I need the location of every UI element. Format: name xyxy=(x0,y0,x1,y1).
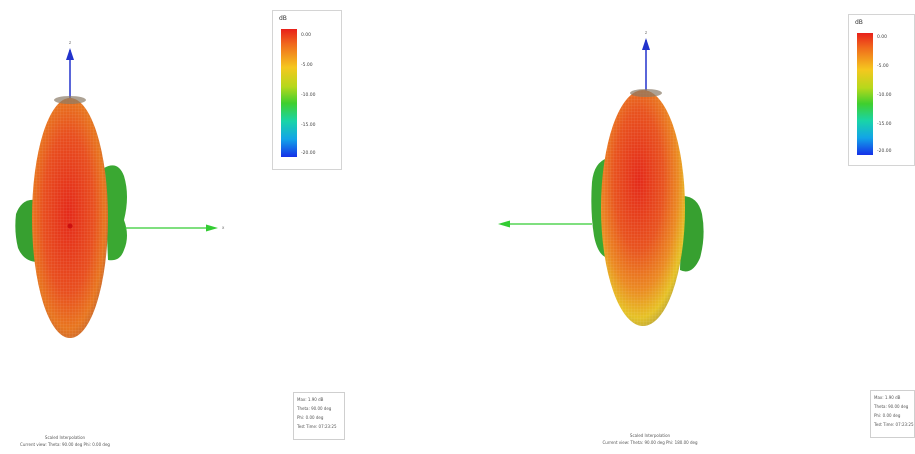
origin-marker xyxy=(67,223,73,229)
colorbar-tick: -5.00 xyxy=(301,63,313,68)
colorbar-tick: -15.00 xyxy=(877,122,892,127)
x-axis-arrowhead xyxy=(206,224,218,232)
back-lobe-right xyxy=(680,196,704,272)
info-theta: Theta: 90.00 deg xyxy=(297,406,332,411)
colorbar-tick: -20.00 xyxy=(301,151,316,156)
x-axis-label: x xyxy=(222,225,225,230)
info-test-time: Test Time: 07:23:25 xyxy=(297,424,337,429)
info-box: Max: 1.90 dB Theta: 90.00 deg Phi: 0.00 … xyxy=(293,392,345,440)
z-axis-label: z xyxy=(645,30,647,35)
view-caption: Scaled Interpolation Current view: Theta… xyxy=(585,432,715,446)
pattern-view-left: z x dB 0.00 -5.00 -10.00 -15.00 -20.00 M… xyxy=(5,10,345,448)
radiation-pattern-3d-right: z xyxy=(498,30,704,326)
info-max: Max: 1.90 dB xyxy=(297,397,324,402)
z-axis-arrowhead xyxy=(66,48,74,60)
surface-mesh xyxy=(601,90,685,326)
lobe-top-cap xyxy=(54,96,86,104)
info-theta: Theta: 90.00 deg xyxy=(874,404,909,409)
colorbar-tick: -20.00 xyxy=(877,149,892,154)
colorbar-tick: 0.00 xyxy=(877,35,888,40)
colorbar-gradient xyxy=(281,29,297,157)
caption-view: Current view: Theta: 90.00 deg Phi: 0.00… xyxy=(20,442,110,447)
colorbar-title: dB xyxy=(855,19,863,26)
colorbar-title: dB xyxy=(279,15,287,22)
info-max: Max: 1.90 dB xyxy=(874,395,901,400)
colorbar-tick: -15.00 xyxy=(301,123,316,128)
colorbar-legend: dB 0.00 -5.00 -10.00 -15.00 -20.00 xyxy=(272,10,342,170)
surface-mesh xyxy=(32,98,108,338)
colorbar-tick: 0.00 xyxy=(301,33,312,38)
info-box: Max: 1.90 dB Theta: 90.00 deg Phi: 0.00 … xyxy=(870,390,915,438)
colorbar-tick: -10.00 xyxy=(301,93,316,98)
caption-title: Scaled Interpolation xyxy=(629,433,671,438)
colorbar-tick: -10.00 xyxy=(877,93,892,98)
z-axis-arrowhead xyxy=(642,38,650,50)
view-caption: Scaled Interpolation Current view: Theta… xyxy=(5,434,125,448)
lobe-top-cap xyxy=(630,89,662,97)
info-test-time: Test Time: 07:23:25 xyxy=(874,422,914,427)
colorbar-legend: dB 0.00 -5.00 -10.00 -15.00 -20.00 xyxy=(848,14,915,166)
colorbar-gradient xyxy=(857,33,873,155)
caption-title: Scaled Interpolation xyxy=(44,435,86,440)
pattern-view-right: z dB 0.00 -5.00 -10.00 -15.00 -20.00 Max… xyxy=(460,0,915,454)
info-phi: Phi: 0.00 deg xyxy=(874,413,901,418)
caption-view: Current view: Theta: 90.00 deg Phi: 180.… xyxy=(602,440,698,445)
z-axis-label: z xyxy=(69,40,71,45)
info-phi: Phi: 0.00 deg xyxy=(297,415,324,420)
x-axis-arrowhead xyxy=(498,220,510,228)
colorbar-tick: -5.00 xyxy=(877,64,889,69)
back-lobe-right xyxy=(104,165,127,261)
radiation-pattern-3d-left: z x xyxy=(15,40,225,338)
